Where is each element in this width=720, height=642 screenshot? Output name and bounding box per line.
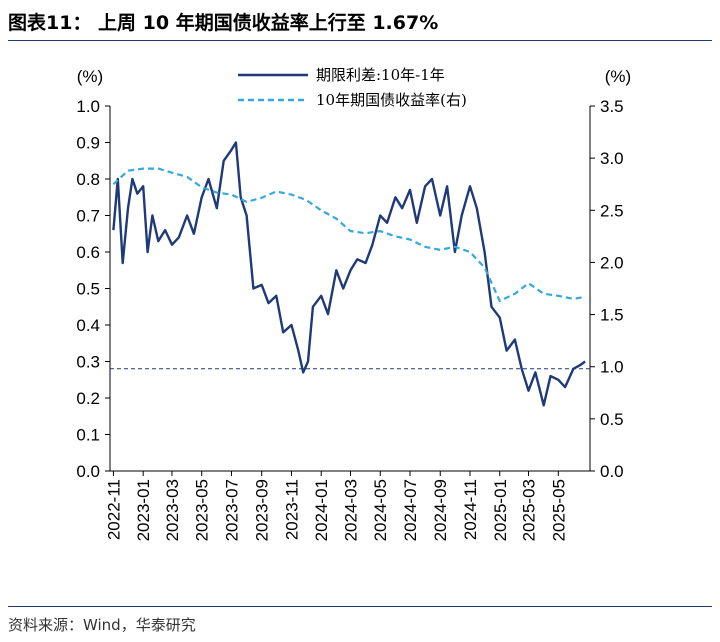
legend: 期限利差:10年-1年 10年期国债收益率(右) — [238, 66, 467, 109]
series-group — [112, 141, 586, 407]
chart-title: 图表11： 上周 10 年期国债收益率上行至 1.67% — [8, 12, 439, 34]
right-tick-label: 1.0 — [600, 358, 624, 377]
x-tick-label: 2022-11 — [104, 479, 123, 540]
legend-label: 期限利差:10年-1年 — [316, 66, 445, 84]
x-tick-label: 2025-03 — [520, 479, 539, 541]
right-tick-label: 3.5 — [600, 97, 624, 116]
x-tick-label: 2023-11 — [282, 479, 301, 540]
x-tick-label: 2024-09 — [431, 479, 450, 541]
left-tick-label: 0.2 — [76, 389, 100, 408]
legend-label: 10年期国债收益率(右) — [316, 91, 467, 109]
series-line-term-spread — [112, 141, 586, 407]
left-tick-label: 0.3 — [76, 353, 100, 372]
left-tick-label: 0.9 — [76, 134, 100, 153]
axes-group: (%) (%) 0.0 0.1 0.2 0.3 0.4 0.5 0.6 0.7 0.8 0.9 1.0 0… — [76, 67, 631, 541]
series-line-bond-yield — [112, 167, 586, 303]
chart-canvas: (%) (%) 0.0 0.1 0.2 0.3 0.4 0.5 0.6 0.7 0.8 0.9 1.0 0… — [76, 66, 631, 541]
right-tick-label: 3.0 — [600, 149, 624, 168]
right-tick-label: 2.0 — [600, 253, 624, 272]
x-tick-label: 2023-07 — [222, 479, 241, 541]
x-tick-label: 2025-05 — [549, 479, 568, 541]
x-tick-label: 2023-09 — [253, 479, 272, 541]
x-tick-label: 2023-01 — [134, 479, 153, 541]
left-tick-label: 0.5 — [76, 280, 100, 299]
x-tick-label: 2024-03 — [341, 479, 360, 541]
left-tick-label: 0.4 — [76, 316, 100, 335]
left-tick-label: 0.8 — [76, 170, 100, 189]
x-tick-label: 2024-01 — [312, 479, 331, 541]
left-tick-label: 0.6 — [76, 243, 100, 262]
x-tick-label: 2023-05 — [193, 479, 212, 541]
right-tick-label: 0.0 — [600, 462, 624, 481]
footer-divider — [8, 606, 712, 607]
left-tick-label: 0.0 — [76, 462, 100, 481]
title-divider — [8, 40, 712, 41]
right-unit-label: (%) — [605, 67, 631, 86]
left-tick-label: 0.7 — [76, 207, 100, 226]
source-note: 资料来源：Wind，华泰研究 — [8, 616, 196, 634]
x-tick-label: 2024-05 — [371, 479, 390, 541]
left-tick-label: 1.0 — [76, 97, 100, 116]
x-tick-label: 2024-07 — [401, 479, 420, 541]
x-tick-label: 2023-03 — [163, 479, 182, 541]
left-unit-label: (%) — [77, 67, 103, 86]
x-tick-label: 2025-01 — [491, 479, 510, 541]
x-tick-label: 2024-11 — [461, 479, 480, 540]
right-tick-label: 2.5 — [600, 201, 624, 220]
right-tick-label: 0.5 — [600, 410, 624, 429]
right-tick-label: 1.5 — [600, 306, 624, 325]
left-tick-label: 0.1 — [76, 426, 100, 445]
